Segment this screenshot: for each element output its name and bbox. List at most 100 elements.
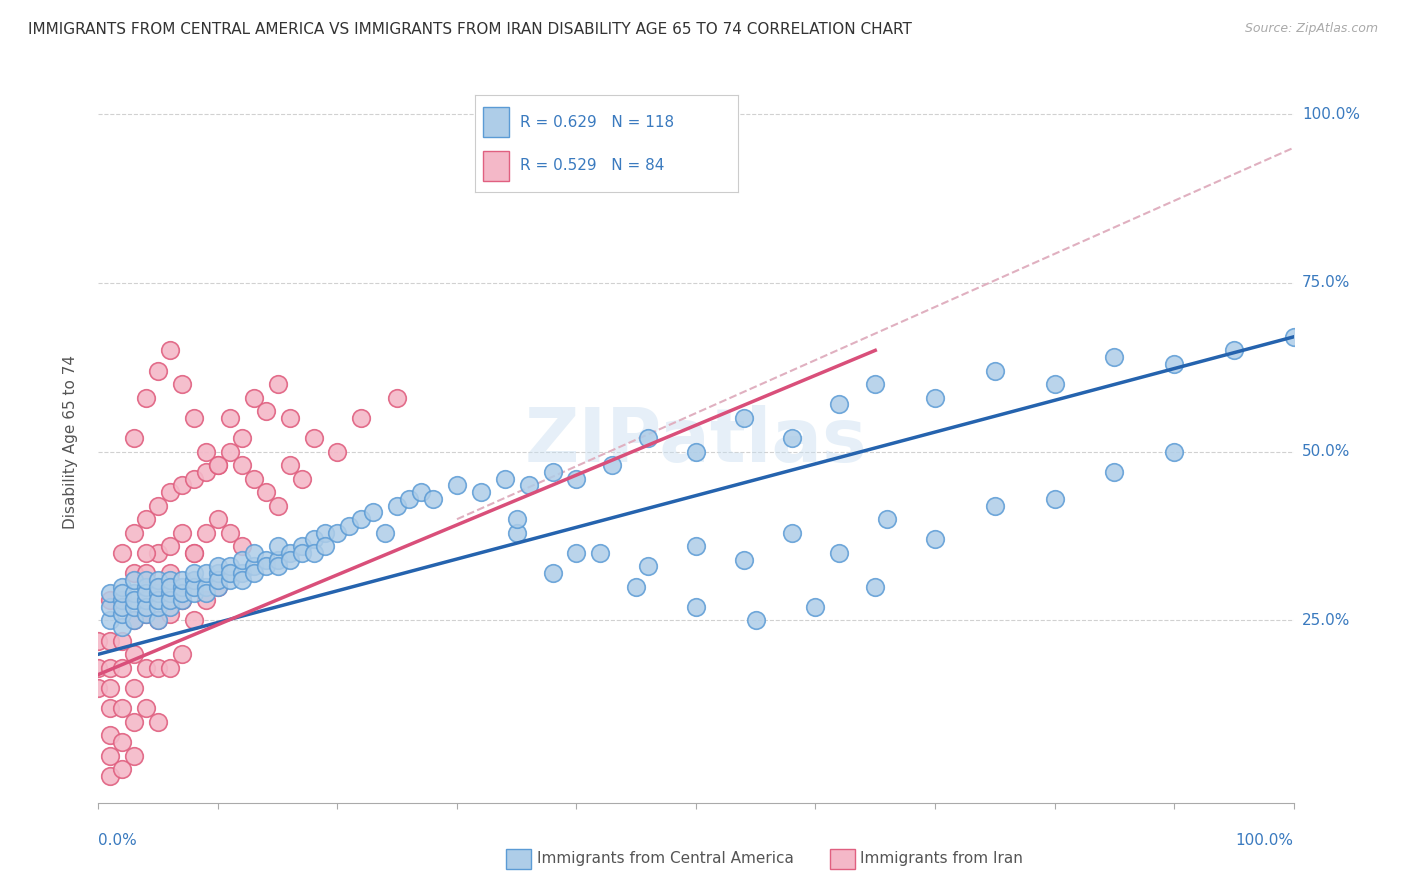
Point [135, 573, 157, 587]
Point [243, 391, 266, 405]
Point [111, 593, 134, 607]
Point [148, 614, 170, 628]
Point [231, 573, 253, 587]
Point [148, 580, 170, 594]
Text: 100.0%: 100.0% [1302, 106, 1360, 121]
Point [148, 364, 170, 378]
Point [637, 431, 659, 445]
Point [98, 593, 122, 607]
Point [733, 552, 755, 566]
Point [350, 512, 373, 526]
Point [828, 397, 851, 411]
Point [302, 533, 325, 547]
Point [207, 580, 229, 594]
Point [315, 539, 337, 553]
Point [98, 728, 122, 742]
Point [124, 566, 146, 581]
Point [278, 411, 301, 425]
Point [685, 444, 707, 458]
Point [924, 391, 946, 405]
Text: Immigrants from Central America: Immigrants from Central America [537, 851, 794, 865]
Point [243, 566, 266, 581]
Text: Immigrants from Iran: Immigrants from Iran [860, 851, 1024, 865]
Point [124, 431, 146, 445]
Point [172, 377, 194, 392]
Point [411, 485, 433, 500]
Text: ZIPatlas: ZIPatlas [524, 405, 868, 478]
Point [326, 444, 349, 458]
Point [87, 681, 110, 695]
Point [195, 593, 218, 607]
Point [195, 465, 218, 479]
Point [98, 769, 122, 783]
Point [98, 748, 122, 763]
Point [302, 546, 325, 560]
Point [302, 431, 325, 445]
Point [148, 573, 170, 587]
Point [183, 546, 205, 560]
Point [135, 512, 157, 526]
Point [685, 539, 707, 553]
Point [219, 559, 242, 574]
Point [98, 701, 122, 715]
Point [207, 566, 229, 581]
Point [1223, 343, 1246, 358]
Point [98, 586, 122, 600]
Point [135, 607, 157, 621]
Point [159, 607, 181, 621]
Point [148, 614, 170, 628]
Point [148, 580, 170, 594]
Point [626, 580, 648, 594]
Point [135, 593, 157, 607]
Point [780, 431, 803, 445]
Point [124, 593, 146, 607]
Point [339, 519, 361, 533]
Point [278, 546, 301, 560]
Point [135, 566, 157, 581]
Point [517, 478, 540, 492]
Point [207, 512, 229, 526]
Point [148, 499, 170, 513]
Text: 0.0%: 0.0% [98, 833, 138, 848]
Point [87, 661, 110, 675]
Point [111, 701, 134, 715]
Point [745, 614, 768, 628]
Point [135, 546, 157, 560]
Point [159, 586, 181, 600]
Point [159, 566, 181, 581]
Point [207, 458, 229, 472]
Point [148, 546, 170, 560]
Point [924, 533, 946, 547]
Point [1163, 444, 1185, 458]
Point [291, 539, 314, 553]
Point [124, 599, 146, 614]
Point [291, 472, 314, 486]
Point [315, 525, 337, 540]
Point [254, 559, 277, 574]
Point [159, 580, 181, 594]
Point [159, 593, 181, 607]
Point [385, 499, 409, 513]
Point [1104, 350, 1126, 364]
Point [135, 391, 157, 405]
Point [135, 599, 157, 614]
Text: Source: ZipAtlas.com: Source: ZipAtlas.com [1244, 22, 1378, 36]
Point [350, 411, 373, 425]
Point [494, 472, 516, 486]
Point [148, 593, 170, 607]
Point [1104, 465, 1126, 479]
Point [183, 614, 205, 628]
Point [231, 552, 253, 566]
Point [111, 607, 134, 621]
Point [1163, 357, 1185, 371]
Text: IMMIGRANTS FROM CENTRAL AMERICA VS IMMIGRANTS FROM IRAN DISABILITY AGE 65 TO 74 : IMMIGRANTS FROM CENTRAL AMERICA VS IMMIG… [28, 22, 912, 37]
Point [267, 552, 290, 566]
Point [984, 499, 1007, 513]
Point [254, 552, 277, 566]
Point [828, 546, 851, 560]
Point [111, 633, 134, 648]
Point [219, 573, 242, 587]
Point [195, 444, 218, 458]
Point [183, 586, 205, 600]
Point [446, 478, 468, 492]
